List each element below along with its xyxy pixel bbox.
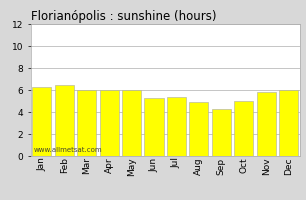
Bar [257,92,276,156]
Bar [122,90,141,156]
Bar [55,85,74,156]
Bar [279,90,298,156]
Bar [212,109,231,156]
Text: www.allmetsat.com: www.allmetsat.com [33,147,102,153]
Bar [77,90,96,156]
Bar [234,101,253,156]
Text: Florianópolis : sunshine (hours): Florianópolis : sunshine (hours) [31,10,216,23]
Bar [32,87,51,156]
Bar [167,97,186,156]
Bar [100,90,119,156]
Bar [144,98,163,156]
Bar [189,102,208,156]
